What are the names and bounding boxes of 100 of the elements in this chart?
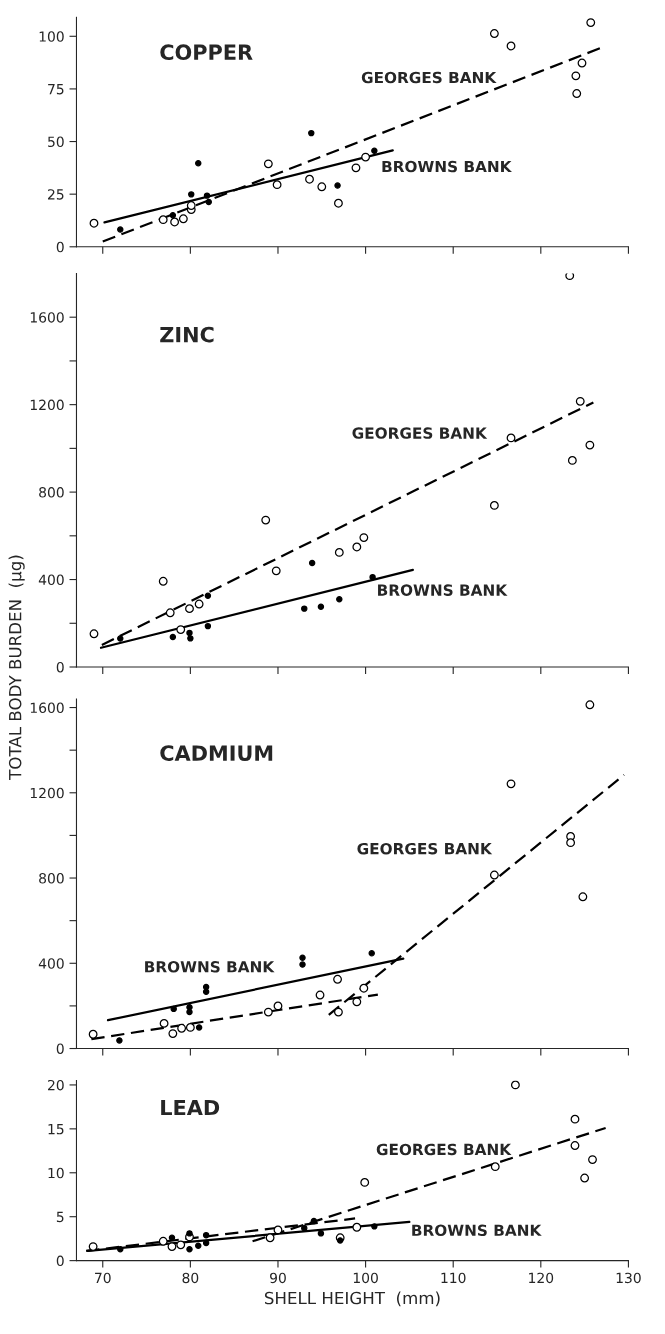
x-tick-label: 70	[95, 1272, 111, 1284]
point	[178, 214, 188, 224]
point	[333, 974, 342, 984]
point	[336, 1237, 344, 1244]
point	[159, 1018, 169, 1028]
annotation: GEORGES BANK	[361, 71, 497, 84]
point	[334, 182, 341, 189]
y-tick-label: 0	[56, 241, 64, 253]
point	[352, 542, 362, 552]
y-tick-label: 1200	[30, 399, 64, 411]
point	[585, 700, 595, 710]
point	[261, 515, 271, 525]
point	[202, 983, 210, 991]
point	[187, 635, 194, 642]
point	[580, 1173, 590, 1183]
y-tick-label: 0	[56, 1255, 64, 1267]
x-tick-label: 130	[616, 1272, 641, 1284]
annotation: BROWNS BANK	[378, 584, 508, 596]
annotation: GEORGES BANK	[357, 842, 493, 855]
annotation: GEORGES BANK	[376, 1143, 512, 1156]
y-tick-label: 5	[56, 1211, 64, 1223]
point	[185, 1022, 195, 1032]
point	[489, 29, 499, 38]
point	[117, 226, 124, 233]
y-tick-label: 25	[48, 189, 64, 200]
point	[570, 1114, 580, 1124]
y-tick-label: 1600	[30, 702, 64, 714]
point	[572, 89, 582, 98]
y-tick-label: 0	[56, 1043, 64, 1054]
point	[586, 18, 596, 28]
y-tick-label: 400	[38, 958, 64, 969]
point	[186, 1245, 193, 1253]
point	[168, 1029, 178, 1039]
point	[570, 1141, 580, 1150]
point	[265, 1233, 275, 1243]
x-axis-title: SHELL HEIGHT (mm)	[264, 1291, 440, 1307]
point	[188, 191, 195, 198]
point	[565, 273, 575, 281]
point	[204, 622, 212, 630]
point	[334, 198, 343, 208]
point	[88, 1242, 98, 1252]
y-tick-label: 800	[39, 487, 64, 498]
point	[317, 182, 327, 192]
point	[202, 1231, 210, 1239]
point	[299, 961, 306, 968]
point	[315, 990, 325, 1000]
point	[170, 217, 180, 227]
point	[158, 1236, 168, 1246]
point	[167, 1242, 177, 1252]
point	[371, 1223, 378, 1230]
point	[88, 1029, 98, 1039]
point	[186, 1230, 193, 1237]
point	[169, 633, 177, 641]
point	[271, 566, 281, 576]
point	[489, 501, 499, 510]
point	[204, 592, 212, 599]
annotation: BROWNS BANK	[145, 961, 275, 973]
x-tick-label: 100	[353, 1272, 378, 1284]
point	[317, 1230, 325, 1237]
point	[334, 1007, 343, 1017]
point	[506, 779, 516, 789]
y-axis-title: TOTAL BODY BURDEN (µg)	[8, 555, 25, 780]
point	[308, 129, 315, 137]
point	[194, 599, 204, 609]
point	[158, 215, 168, 225]
point	[585, 440, 595, 450]
point	[177, 1023, 187, 1033]
x-tick-label: 120	[529, 1272, 554, 1284]
y-tick-label: 10	[48, 1167, 64, 1179]
point	[334, 548, 344, 557]
x-tick-label: 80	[182, 1272, 199, 1284]
point	[361, 152, 371, 162]
point	[301, 1224, 308, 1232]
point	[352, 1222, 362, 1232]
point	[352, 997, 362, 1007]
point	[116, 1037, 123, 1044]
y-tick-label: 400	[38, 574, 64, 586]
point	[567, 455, 577, 465]
point	[575, 396, 585, 406]
text: CADMIUM	[160, 745, 273, 761]
point	[351, 163, 361, 173]
point	[195, 1024, 203, 1031]
point	[185, 604, 194, 614]
point	[272, 180, 282, 190]
point	[299, 954, 306, 961]
point	[202, 988, 210, 996]
point	[176, 1240, 186, 1250]
point	[273, 1001, 283, 1011]
point	[359, 983, 369, 993]
point	[566, 838, 576, 848]
y-tick-label: 20	[48, 1079, 64, 1091]
point	[577, 58, 587, 68]
point	[165, 608, 175, 618]
y-tick-label: 75	[48, 84, 64, 95]
y-tick-label: 800	[39, 873, 64, 884]
point	[186, 629, 193, 637]
point	[203, 192, 211, 199]
y-tick-label: 0	[56, 661, 64, 673]
point	[89, 218, 99, 228]
point	[506, 433, 516, 443]
